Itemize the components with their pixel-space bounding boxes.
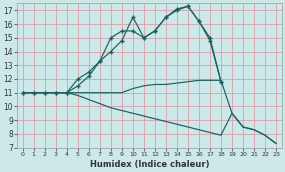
- X-axis label: Humidex (Indice chaleur): Humidex (Indice chaleur): [90, 159, 209, 169]
